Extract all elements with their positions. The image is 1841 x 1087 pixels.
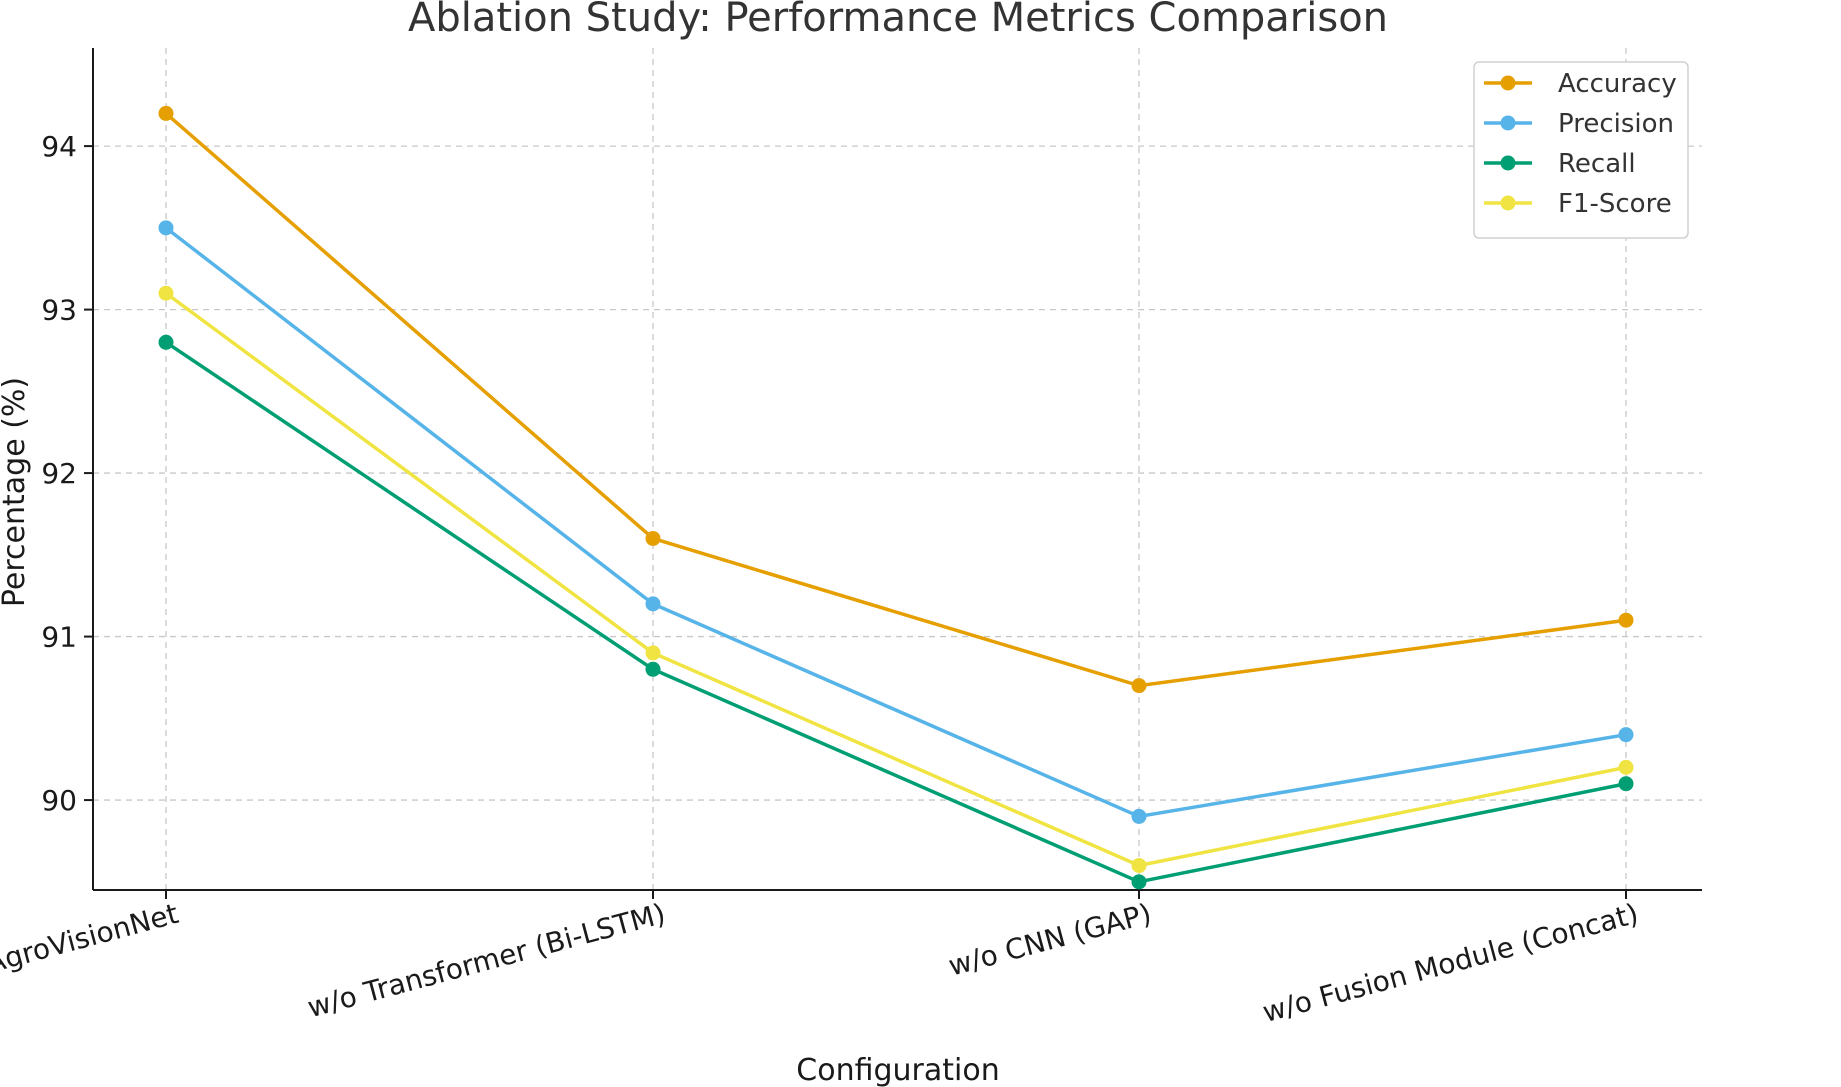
data-point-precision — [1618, 727, 1634, 743]
data-point-recall — [645, 661, 661, 677]
data-point-f1-score — [1618, 759, 1634, 775]
legend-label-accuracy: Accuracy — [1558, 69, 1677, 99]
ticks-layer: 90 91 92 93 94 Full AgroVisionNet w/o Transfor… — [0, 130, 1642, 1029]
series-line-precision — [164, 226, 1627, 819]
series-line-recall — [165, 340, 1627, 884]
y-tick-label: 91 — [41, 621, 77, 654]
series-line-f1-score — [164, 291, 1627, 868]
legend-marker-accuracy — [1500, 75, 1516, 91]
data-point-precision — [645, 596, 661, 612]
x-axis-label: Configuration — [796, 1053, 999, 1087]
data-point-f1-score — [1131, 857, 1147, 873]
y-tick-label: 90 — [41, 784, 77, 817]
x-tick-label: Full AgroVisionNet — [0, 897, 182, 995]
legend: Accuracy Precision Recall F1-Score — [1473, 61, 1689, 239]
legend-box — [1473, 61, 1689, 239]
legend-marker-recall — [1500, 155, 1516, 171]
chart-title: Ablation Study: Performance Metrics Comp… — [408, 0, 1388, 41]
data-point-precision — [158, 220, 174, 236]
data-point-accuracy — [1618, 612, 1634, 628]
x-tick-label: w/o Fusion Module (Concat) — [1259, 897, 1642, 1029]
data-point-f1-score — [645, 645, 661, 661]
grid-layer — [93, 48, 1702, 890]
data-point-recall — [158, 334, 174, 350]
data-point-precision — [1131, 808, 1147, 824]
legend-marker-precision — [1500, 115, 1516, 131]
axes-layer — [92, 48, 1702, 891]
legend-marker-f1-score — [1500, 195, 1516, 211]
y-axis-label: Percentage (%) — [0, 377, 32, 607]
data-point-recall — [1618, 776, 1634, 792]
x-tick-label: w/o CNN (GAP) — [945, 897, 1155, 983]
y-tick-label: 93 — [41, 294, 77, 327]
legend-label-recall: Recall — [1558, 149, 1636, 179]
data-point-accuracy — [645, 530, 661, 546]
legend-label-precision: Precision — [1558, 109, 1674, 139]
series-layer — [158, 105, 1634, 890]
legend-label-f1-score: F1-Score — [1558, 189, 1672, 219]
y-tick-label: 92 — [41, 457, 77, 490]
x-tick-label: w/o Transformer (Bi-LSTM) — [304, 897, 669, 1024]
data-point-recall — [1131, 874, 1147, 890]
data-point-accuracy — [158, 105, 174, 121]
data-point-f1-score — [158, 285, 174, 301]
data-point-accuracy — [1131, 678, 1147, 694]
y-tick-label: 94 — [41, 130, 77, 163]
series-line-accuracy — [164, 112, 1627, 688]
